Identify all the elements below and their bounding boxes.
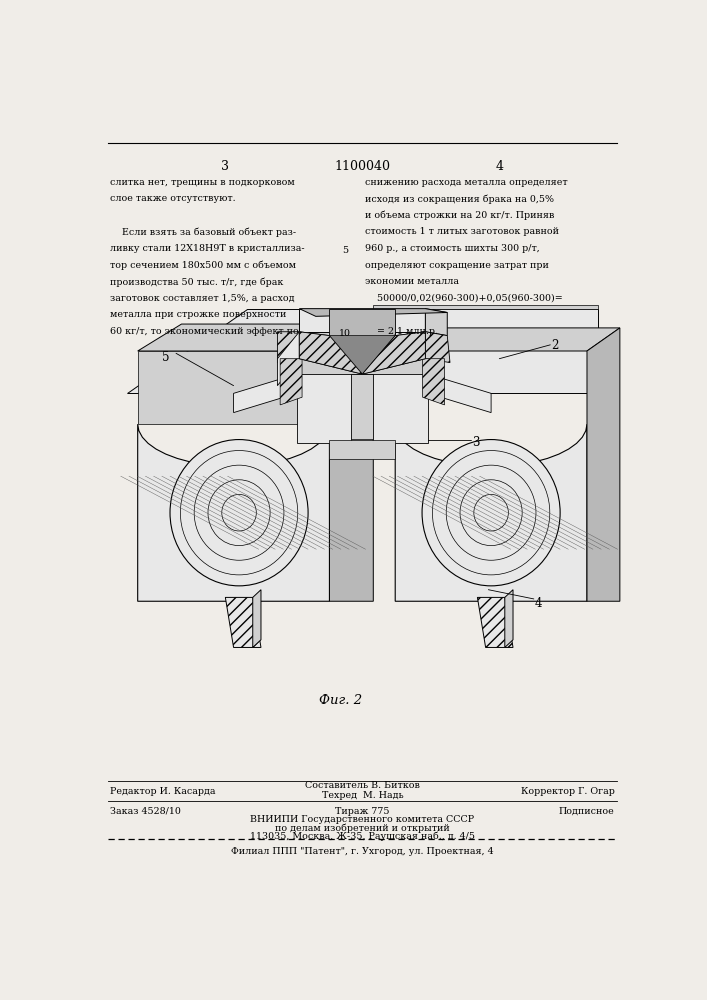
Polygon shape (138, 351, 329, 424)
Text: экономии металла: экономии металла (365, 277, 459, 286)
Text: 1100040: 1100040 (334, 160, 390, 173)
Polygon shape (329, 440, 395, 459)
Polygon shape (363, 332, 426, 374)
Polygon shape (277, 332, 299, 363)
Text: слое также отсутствуют.: слое также отсутствуют. (110, 194, 236, 203)
Text: снижению расхода металла определяет: снижению расхода металла определяет (365, 178, 568, 187)
Text: производства 50 тыс. т/г, где брак: производства 50 тыс. т/г, где брак (110, 277, 284, 287)
Text: Тираж 775: Тираж 775 (335, 807, 390, 816)
Text: тор сечением 180х500 мм с объемом: тор сечением 180х500 мм с объемом (110, 261, 296, 270)
Polygon shape (299, 332, 363, 374)
Polygon shape (426, 309, 448, 336)
Polygon shape (329, 309, 395, 336)
Text: Техред  М. Надь: Техред М. Надь (322, 791, 403, 800)
Text: и объема строжки на 20 кг/т. Приняв: и объема строжки на 20 кг/т. Приняв (365, 211, 554, 220)
Polygon shape (587, 328, 620, 601)
Polygon shape (477, 597, 513, 647)
Polygon shape (138, 424, 329, 601)
Polygon shape (127, 309, 351, 393)
Polygon shape (351, 440, 373, 455)
Text: 3: 3 (221, 160, 229, 173)
Text: 2: 2 (551, 339, 559, 352)
Polygon shape (395, 328, 620, 351)
Polygon shape (373, 309, 598, 393)
Polygon shape (505, 590, 513, 647)
Text: заготовок составляет 1,5%, а расход: заготовок составляет 1,5%, а расход (110, 294, 295, 303)
Polygon shape (373, 305, 598, 309)
Polygon shape (297, 359, 357, 443)
Text: = 2,1 млн.р.: = 2,1 млн.р. (365, 327, 438, 336)
Text: 960 р., а стоимость шихты 300 р/т,: 960 р., а стоимость шихты 300 р/т, (365, 244, 540, 253)
Text: металла при строжке поверхности: металла при строжке поверхности (110, 310, 286, 319)
Ellipse shape (170, 440, 308, 586)
Polygon shape (253, 590, 261, 647)
Polygon shape (299, 309, 426, 332)
Polygon shape (426, 332, 450, 363)
Text: 4: 4 (535, 597, 542, 610)
Text: исходя из сокращения брака на 0,5%: исходя из сокращения брака на 0,5% (365, 194, 554, 204)
Polygon shape (297, 359, 428, 374)
Polygon shape (329, 336, 395, 374)
Text: определяют сокращение затрат при: определяют сокращение затрат при (365, 261, 549, 270)
Polygon shape (329, 324, 373, 601)
Text: 3: 3 (472, 436, 479, 449)
Text: Редактор И. Касарда: Редактор И. Касарда (110, 787, 216, 796)
Polygon shape (395, 424, 587, 601)
Polygon shape (423, 359, 445, 405)
Polygon shape (363, 332, 426, 374)
Polygon shape (299, 332, 363, 374)
Polygon shape (351, 374, 373, 440)
Text: Филиал ППП "Патент", г. Ухгород, ул. Проектная, 4: Филиал ППП "Патент", г. Ухгород, ул. Про… (231, 847, 493, 856)
Polygon shape (428, 374, 491, 413)
Text: 5: 5 (163, 351, 170, 364)
Text: ВНИИПИ Государственного комитета СССР: ВНИИПИ Государственного комитета СССР (250, 815, 474, 824)
Polygon shape (299, 309, 448, 316)
Text: стоимость 1 т литых заготовок равной: стоимость 1 т литых заготовок равной (365, 227, 559, 236)
Text: 10: 10 (339, 329, 351, 338)
Text: Заказ 4528/10: Заказ 4528/10 (110, 807, 181, 816)
Polygon shape (277, 332, 299, 386)
Text: Подписное: Подписное (559, 807, 614, 816)
Text: ливку стали 12Х18Н9Т в кристаллиза-: ливку стали 12Х18Н9Т в кристаллиза- (110, 244, 305, 253)
Text: 50000/0,02(960-300)+0,05(960-300)=: 50000/0,02(960-300)+0,05(960-300)= (365, 294, 563, 303)
Text: Фиг. 2: Фиг. 2 (319, 694, 361, 707)
Text: 113035, Москва, Ж-35, Раушская наб., д. 4/5: 113035, Москва, Ж-35, Раушская наб., д. … (250, 831, 475, 841)
Polygon shape (368, 359, 428, 443)
Text: слитка нет, трещины в подкорковом: слитка нет, трещины в подкорковом (110, 178, 295, 187)
Text: по делам изобретений и открытий: по делам изобретений и открытий (275, 823, 450, 833)
Polygon shape (280, 359, 302, 405)
Text: Если взять за базовый объект раз-: Если взять за базовый объект раз- (110, 227, 296, 237)
Text: 4: 4 (496, 160, 503, 173)
Text: 5: 5 (341, 246, 348, 255)
Text: 60 кг/т, то экономический эффект по: 60 кг/т, то экономический эффект по (110, 327, 299, 336)
Polygon shape (233, 374, 297, 413)
Ellipse shape (422, 440, 560, 586)
Text: Корректор Г. Огар: Корректор Г. Огар (520, 787, 614, 796)
Polygon shape (138, 324, 373, 351)
Polygon shape (226, 597, 261, 647)
Text: Составитель В. Битков: Составитель В. Битков (305, 781, 420, 790)
